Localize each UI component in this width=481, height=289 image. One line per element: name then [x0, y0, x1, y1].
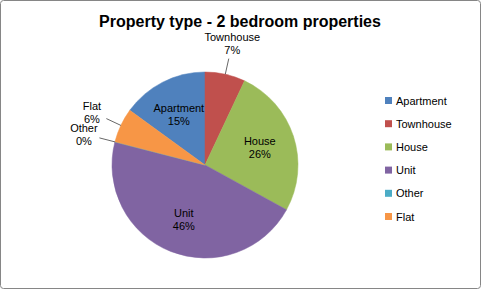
data-label-category: Unit	[174, 207, 194, 219]
data-label-value: 6%	[84, 113, 100, 125]
leader-line	[99, 138, 115, 142]
pie-slice	[115, 110, 205, 165]
data-label-value: 0%	[76, 135, 92, 147]
legend-label: Unit	[396, 164, 416, 176]
data-label-category: House	[244, 135, 276, 147]
legend-label: Flat	[396, 211, 414, 223]
data-label-value: 7%	[224, 44, 240, 56]
data-label-category: Apartment	[153, 102, 204, 114]
legend-swatch	[385, 143, 392, 150]
legend-swatch	[385, 190, 392, 197]
leader-line	[225, 59, 228, 75]
legend-swatch	[385, 213, 392, 220]
pie	[112, 72, 298, 258]
chart-frame	[1, 1, 481, 289]
chart-title: Property type - 2 bedroom properties	[99, 13, 381, 30]
legend-label: Apartment	[396, 95, 447, 107]
legend-label: Townhouse	[396, 118, 452, 130]
legend-label: Other	[396, 187, 424, 199]
data-label-category: Flat	[83, 100, 101, 112]
legend: Apartment Townhouse House Unit Other Flat	[385, 95, 452, 223]
legend-label: House	[396, 141, 428, 153]
legend-swatch	[385, 120, 392, 127]
chart-container: Property type - 2 bedroom properties Apar…	[0, 0, 481, 289]
leader-line	[106, 119, 120, 126]
data-label-value: 15%	[168, 115, 190, 127]
legend-swatch	[385, 167, 392, 174]
data-label-category: Townhouse	[204, 31, 260, 43]
data-label-value: 26%	[249, 148, 271, 160]
legend-swatch	[385, 97, 392, 104]
pie-slice	[112, 142, 287, 258]
data-labels: Apartment15%Townhouse7%House26%Unit46%Ot…	[70, 31, 276, 232]
data-label-value: 46%	[173, 220, 195, 232]
chart-svg: Property type - 2 bedroom properties Apar…	[0, 0, 481, 289]
